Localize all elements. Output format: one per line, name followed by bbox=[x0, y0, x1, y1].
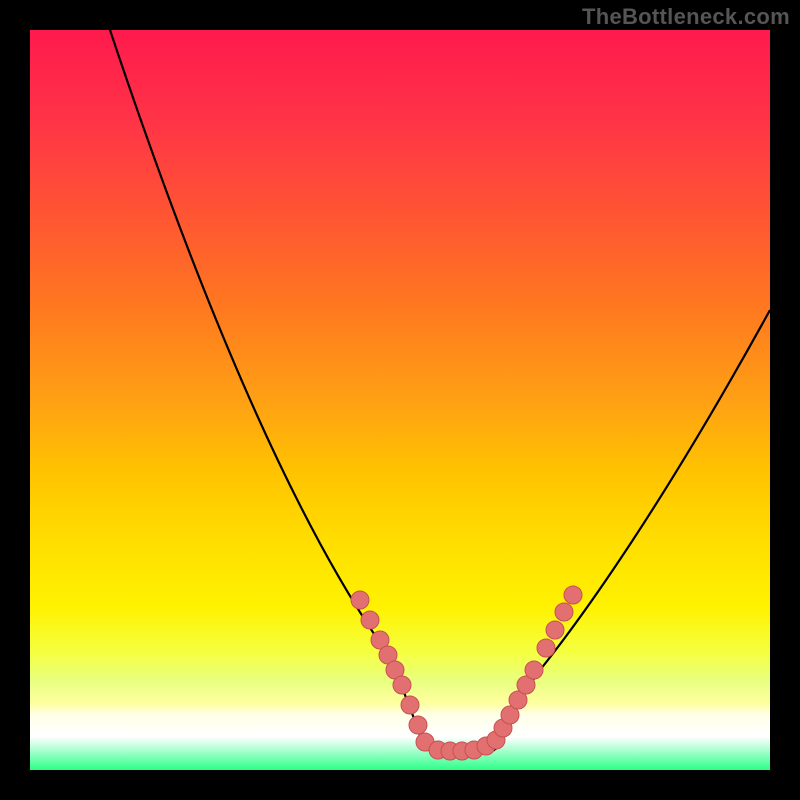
scatter-dot bbox=[401, 696, 419, 714]
chart-container: TheBottleneck.com bbox=[0, 0, 800, 800]
scatter-dot bbox=[525, 661, 543, 679]
watermark-label: TheBottleneck.com bbox=[582, 4, 790, 30]
scatter-dot bbox=[409, 716, 427, 734]
scatter-dot bbox=[537, 639, 555, 657]
scatter-dot bbox=[351, 591, 369, 609]
bottleneck-chart bbox=[0, 0, 800, 800]
scatter-dot bbox=[555, 603, 573, 621]
scatter-dot bbox=[361, 611, 379, 629]
plot-background bbox=[30, 30, 770, 770]
scatter-dot bbox=[546, 621, 564, 639]
scatter-dot bbox=[393, 676, 411, 694]
scatter-dot bbox=[564, 586, 582, 604]
